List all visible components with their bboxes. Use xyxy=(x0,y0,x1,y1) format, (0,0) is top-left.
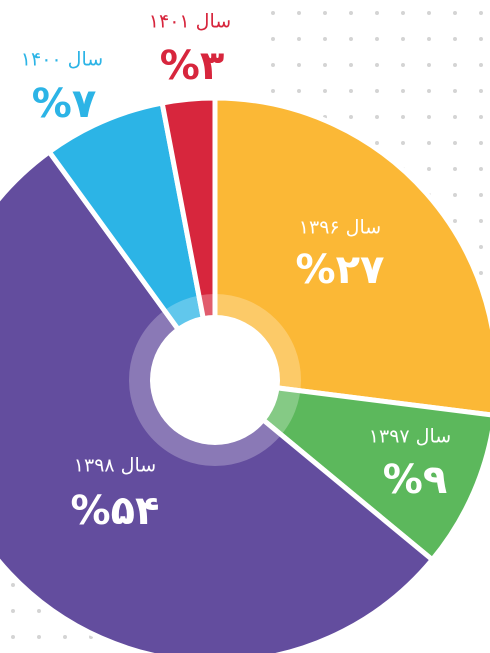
slice-category-label: سال ۱۳۹۶ xyxy=(299,217,381,239)
slices xyxy=(0,95,490,653)
slice-category-label: سال ۱۳۹۸ xyxy=(74,455,156,477)
slice-value-label: %۲۷ xyxy=(296,247,385,293)
inner-ring xyxy=(129,294,301,466)
slice-value-label: %۷ xyxy=(32,81,97,127)
slice xyxy=(212,95,490,418)
slice xyxy=(206,376,490,564)
slice xyxy=(159,95,218,381)
labels: سال ۱۳۹۶ %۲۷ سال ۱۳۹۷ %۹ سال ۱۳۹۸ %۵۴ سال ۱۴۰۰… xyxy=(21,11,451,535)
slice-category-label: سال ۱۴۰۰ xyxy=(21,49,103,71)
center-hole xyxy=(150,315,280,445)
slice-value-label: %۵۴ xyxy=(71,488,160,534)
slice-value-label: %۳ xyxy=(160,43,225,89)
slice-category-label: سال ۱۴۰۱ xyxy=(149,11,231,33)
slice-category-label: سال ۱۳۹۷ xyxy=(369,426,451,448)
slice-value-label: %۹ xyxy=(383,457,448,503)
